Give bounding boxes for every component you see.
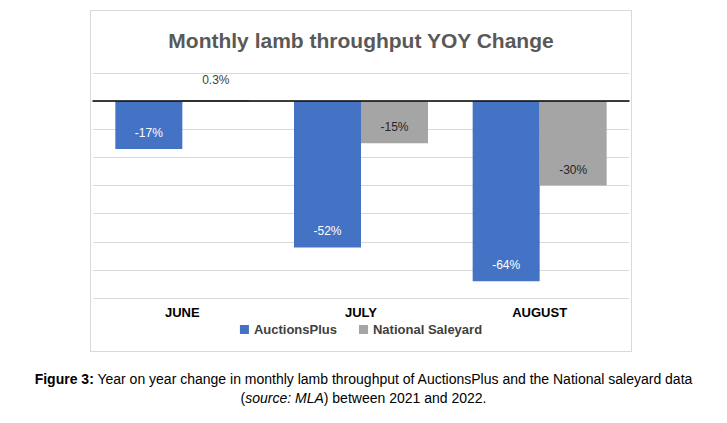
svg-text:JULY: JULY [345, 305, 377, 320]
svg-text:National Saleyard: National Saleyard [373, 322, 482, 337]
svg-text:0.3%: 0.3% [202, 73, 230, 87]
svg-text:-64%: -64% [492, 258, 520, 272]
svg-text:AuctionsPlus: AuctionsPlus [254, 322, 337, 337]
svg-text:AUGUST: AUGUST [512, 305, 567, 320]
svg-text:-15%: -15% [380, 120, 408, 134]
svg-text:-52%: -52% [313, 224, 341, 238]
svg-text:JUNE: JUNE [165, 305, 200, 320]
svg-text:Monthly lamb throughput YOY Ch: Monthly lamb throughput YOY Change [168, 29, 553, 52]
svg-text:-30%: -30% [559, 163, 587, 177]
svg-text:-17%: -17% [135, 126, 163, 140]
html-text:Figure 3: Year on year change: Figure 3: Year on year change in monthly… [34, 371, 693, 406]
